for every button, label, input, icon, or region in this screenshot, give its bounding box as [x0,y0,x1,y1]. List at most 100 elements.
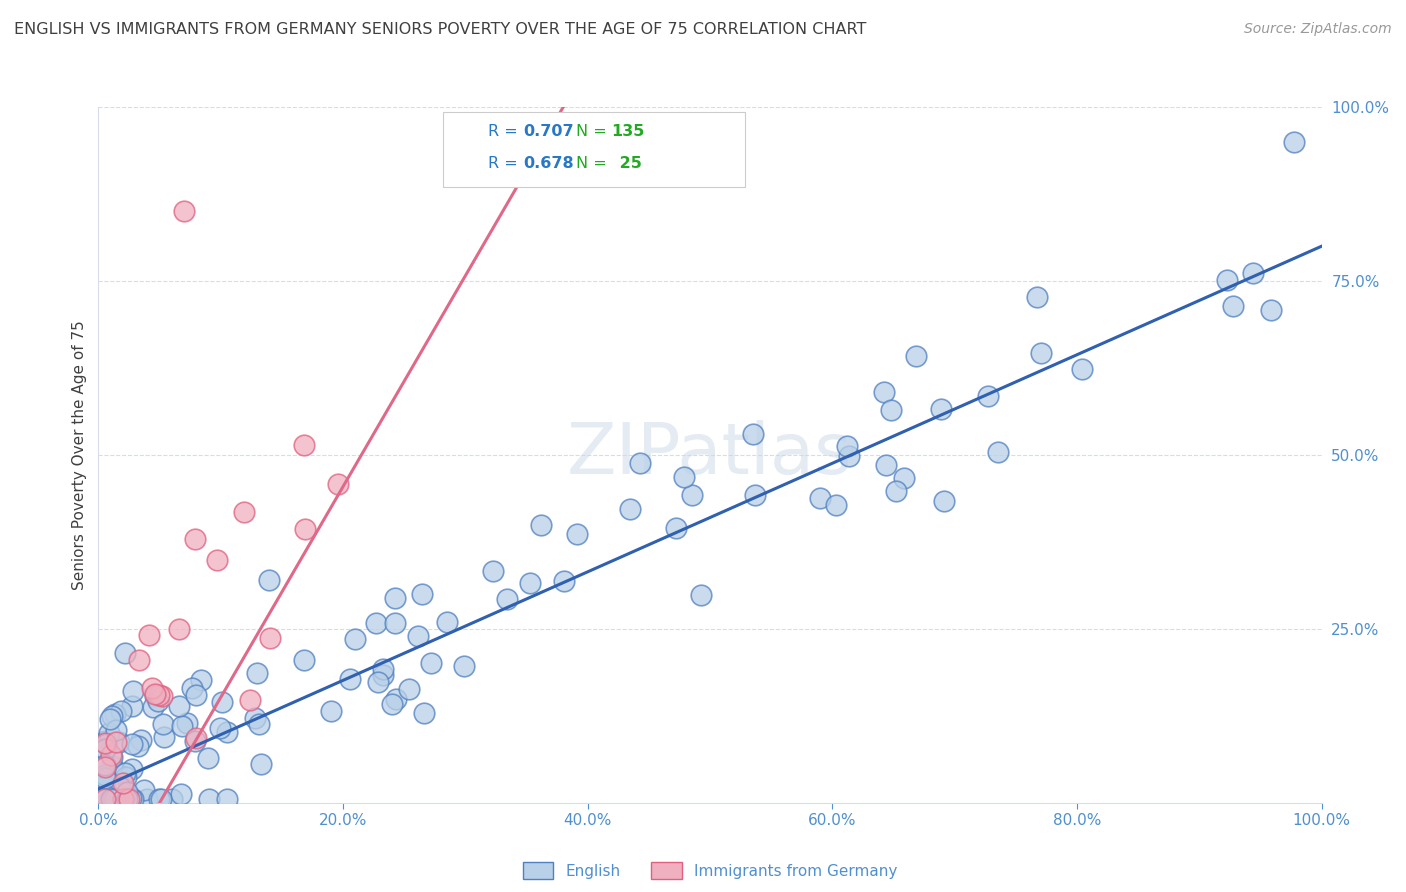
Point [977,389,1000,403]
Point [824,498,846,512]
Point [186,688,208,702]
Text: 25: 25 [614,156,643,170]
Point [93,760,115,774]
Text: N =: N = [576,124,613,138]
Point [249,756,271,771]
Point [122,792,145,806]
Point [215,724,238,739]
Point [412,706,434,720]
Point [105,723,128,737]
Point [104,764,127,778]
Point [112,792,135,806]
Legend: English, Immigrants from Germany: English, Immigrants from Germany [516,855,904,886]
Point [567,527,589,541]
Point [93,792,115,806]
Point [108,780,131,795]
Point [104,734,127,748]
Point [986,445,1008,459]
Point [673,470,696,484]
Point [665,521,688,535]
Point [294,522,316,536]
Point [184,731,207,745]
Point [690,588,713,602]
Text: 0.707: 0.707 [523,124,574,138]
Point [93,792,115,806]
Point [406,629,429,643]
Text: R =: R = [488,124,523,138]
Point [135,792,157,806]
Point [873,385,896,400]
Point [1031,346,1053,360]
Point [173,204,195,219]
Point [152,717,174,731]
Point [292,653,315,667]
Point [929,401,952,416]
Point [93,792,115,806]
Point [100,792,122,806]
Point [172,718,194,732]
Point [170,788,193,802]
Point [619,502,641,516]
Point [93,736,115,750]
Point [198,792,221,806]
Point [367,674,389,689]
Text: R =: R = [488,156,523,170]
Point [146,694,169,708]
Point [384,591,406,606]
Point [104,792,127,806]
Point [384,692,406,706]
Point [101,792,124,806]
Point [326,476,349,491]
Point [190,673,212,687]
Point [875,458,897,473]
Point [94,789,117,803]
Point [142,699,165,714]
Point [184,532,207,546]
Point [932,494,955,508]
Point [398,681,420,696]
Point [880,403,903,417]
Point [411,587,433,601]
Point [628,456,651,470]
Text: Source: ZipAtlas.com: Source: ZipAtlas.com [1244,22,1392,37]
Point [100,792,122,806]
Point [152,689,174,703]
Point [114,766,136,780]
Point [233,505,256,519]
Point [93,741,115,756]
Point [96,790,118,805]
Point [339,672,361,686]
Point [207,553,229,567]
Point [209,721,232,735]
Point [132,783,155,797]
Point [384,615,406,630]
Point [181,681,204,695]
Point [100,747,122,762]
Point [96,737,118,751]
Point [519,575,541,590]
Point [744,488,766,502]
Point [100,792,122,806]
Point [138,628,160,642]
Point [371,667,394,681]
Point [1282,135,1305,149]
Point [120,791,142,805]
Point [118,792,141,806]
Point [93,741,115,756]
Point [94,792,117,806]
Point [530,518,553,533]
Point [94,792,117,806]
Point [93,792,115,806]
Text: 0.678: 0.678 [523,156,574,170]
Point [482,565,505,579]
Point [121,683,143,698]
Point [112,775,135,789]
Point [94,736,117,750]
Point [114,770,136,784]
Point [215,792,238,806]
Point [93,779,115,793]
Point [143,687,166,701]
Point [1071,361,1094,376]
Point [153,730,176,744]
Point [93,768,115,782]
